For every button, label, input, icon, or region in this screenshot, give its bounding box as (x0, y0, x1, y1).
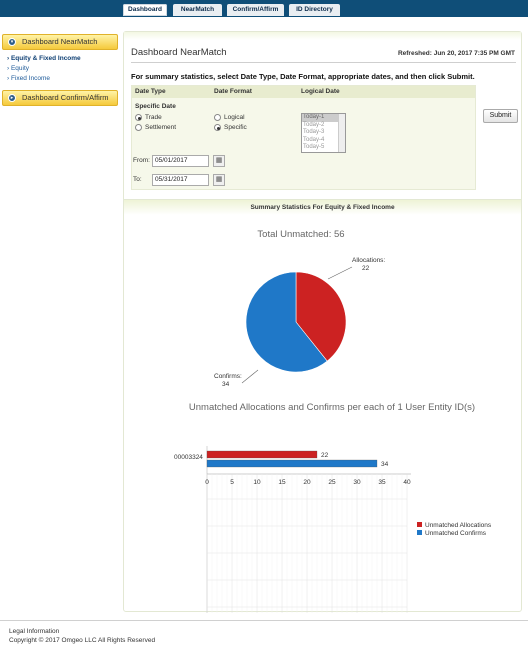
x-tick-label: 25 (328, 479, 336, 486)
pie-leader-confirms (241, 369, 259, 384)
date-filter-form: Date Type Date Format Logical Date Speci… (131, 85, 476, 190)
to-date-input[interactable]: 05/31/2017 (152, 174, 209, 186)
sidebar-link-fixed-income[interactable]: › Fixed Income (7, 75, 50, 82)
page-title: Dashboard NearMatch (131, 47, 227, 58)
pie-title: Total Unmatched: 56 (257, 229, 344, 240)
x-tick-label: 0 (205, 479, 209, 486)
pie-value-confirms: 34 (222, 381, 230, 387)
sidebar-section-label: Dashboard Confirm/Affirm (22, 93, 109, 102)
radio-logical[interactable] (214, 114, 221, 121)
list-item[interactable]: Today-1 (302, 114, 345, 122)
calendar-icon[interactable]: ▦ (213, 155, 225, 167)
bar-confirms (206, 459, 378, 468)
radio-trade[interactable] (135, 114, 142, 121)
col-header-logical-date: Logical Date (301, 88, 340, 95)
sidebar-section-confirm-affirm[interactable]: ▸ Dashboard Confirm/Affirm (2, 90, 118, 106)
bar-data-label: 22 (321, 452, 329, 459)
pie-chart: Total Unmatched: 56 Allocations: 22 Conf… (214, 229, 385, 387)
top-nav-bar: Dashboard NearMatch Confirm/Affirm ID Di… (0, 0, 528, 17)
bar-data-label: 34 (381, 461, 389, 468)
tab-confirm-affirm[interactable]: Confirm/Affirm (227, 4, 284, 16)
submit-button[interactable]: Submit (483, 109, 518, 123)
instructions-text: For summary statistics, select Date Type… (131, 72, 475, 81)
x-tick-label: 5 (230, 479, 234, 486)
pie-label-allocations: Allocations: (352, 257, 385, 264)
legend-item-confirms: Unmatched Confirms (425, 530, 487, 537)
from-date-input[interactable]: 05/01/2017 (152, 155, 209, 167)
legend-swatch-allocations (417, 522, 422, 527)
logical-date-listbox[interactable]: Today-1 Today-2 Today-3 Today-4 Today-5 (301, 113, 346, 153)
sidebar-link-equity-fixed-income[interactable]: › Equity & Fixed Income (7, 55, 81, 62)
x-tick-label: 35 (378, 479, 386, 486)
pie-slice-allocations (295, 271, 347, 362)
list-item[interactable]: Today-5 (303, 144, 325, 150)
copyright-text: Copyright © 2017 Omgeo LLC All Rights Re… (9, 637, 156, 644)
x-tick-label: 10 (253, 479, 261, 486)
collapse-icon: ▾ (8, 38, 16, 46)
tab-nearmatch[interactable]: NearMatch (173, 4, 222, 16)
calendar-icon[interactable]: ▦ (213, 174, 225, 186)
x-tick-label: 20 (303, 479, 311, 486)
list-item[interactable]: Today-3 (303, 129, 325, 135)
radio-settlement[interactable] (135, 124, 142, 131)
to-label: To: (133, 176, 142, 183)
list-item[interactable]: Today-2 (303, 121, 325, 128)
stats-header: Summary Statistics For Equity & Fixed In… (124, 199, 521, 215)
main-panel: Dashboard NearMatch Refreshed: Jun 20, 2… (123, 31, 522, 613)
bar-category-label: 00003324 (174, 454, 203, 461)
bar-chart: Unmatched Allocations and Confirms per e… (174, 402, 492, 613)
bar-allocations (206, 450, 318, 459)
tab-dashboard[interactable]: Dashboard (123, 4, 167, 16)
pie-slice-confirms (245, 271, 328, 373)
bar-title: Unmatched Allocations and Confirms per e… (189, 402, 475, 413)
legend-item-allocations: Unmatched Allocations (425, 522, 492, 529)
tab-id-directory[interactable]: ID Directory (289, 4, 340, 16)
x-tick-label: 30 (353, 479, 361, 486)
radio-specific[interactable] (214, 124, 221, 131)
pie-leader-allocations (327, 266, 353, 280)
list-item[interactable]: Today-4 (303, 136, 325, 143)
listbox-scrollbar[interactable] (338, 114, 345, 152)
pie-value-allocations: 22 (362, 265, 370, 272)
legal-link[interactable]: Legal Information (9, 628, 60, 635)
from-label: From: (133, 157, 150, 164)
pie-label-confirms: Confirms: (214, 373, 242, 380)
radio-trade-label: Trade (145, 114, 162, 121)
radio-logical-label: Logical (224, 114, 245, 121)
sidebar-section-nearmatch[interactable]: ▾ Dashboard NearMatch (2, 34, 118, 50)
footer-divider (0, 620, 528, 621)
refreshed-timestamp: Refreshed: Jun 20, 2017 7:35 PM GMT (397, 50, 515, 57)
legend-swatch-confirms (417, 530, 422, 535)
specific-date-label: Specific Date (135, 103, 176, 110)
divider (131, 62, 516, 63)
sidebar-link-equity[interactable]: › Equity (7, 65, 30, 72)
col-header-date-format: Date Format (214, 88, 252, 95)
col-header-date-type: Date Type (135, 88, 166, 95)
radio-settlement-label: Settlement (145, 124, 177, 131)
expand-icon: ▸ (8, 94, 16, 102)
radio-specific-label: Specific (224, 124, 247, 131)
sidebar-section-label: Dashboard NearMatch (22, 37, 98, 46)
x-tick-label: 15 (278, 479, 286, 486)
x-tick-label: 40 (403, 479, 411, 486)
